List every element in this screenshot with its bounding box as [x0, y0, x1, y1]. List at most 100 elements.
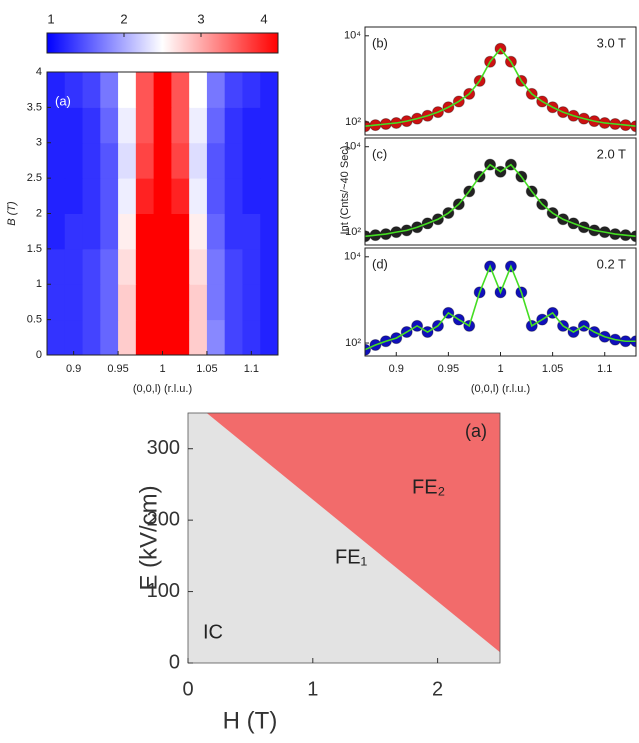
region-label: IC [203, 621, 223, 643]
heatmap-cell [82, 213, 101, 250]
colorbar-tick-label: 1 [47, 11, 54, 26]
colorbar-tick-label: 2 [120, 11, 127, 26]
x-tick-label: 0.9 [66, 363, 81, 375]
heatmap-cell [224, 107, 243, 144]
heatmap-cell [242, 248, 261, 285]
heatmap-cell [100, 248, 119, 285]
heatmap-cell [64, 319, 84, 356]
heatmap-cell [242, 72, 261, 108]
heatmap-cell [47, 142, 66, 179]
x-tick-label: 1 [159, 363, 165, 375]
y-tick-label: 3 [36, 137, 42, 149]
heatmap-cell [82, 248, 101, 285]
heatmap-cell [135, 213, 155, 250]
plot-area [365, 42, 636, 133]
heatmap-cell [189, 248, 208, 285]
heatmap-cell [100, 107, 119, 144]
heatmap-cell [206, 248, 226, 285]
plot-frame [364, 137, 637, 246]
heatmap-cell [153, 284, 172, 321]
y-tick-label: 10² [345, 226, 361, 238]
heatmap-cell [153, 213, 172, 250]
heatmap-cell [189, 319, 208, 356]
x-tick-label: 1 [497, 363, 503, 375]
y-axis-label: E (kV/cm) [135, 485, 162, 590]
y-tick-label: 1 [36, 278, 42, 290]
heatmap-cell [118, 178, 137, 214]
y-tick-label: 100 [147, 580, 180, 602]
heatmap-cell [118, 72, 137, 108]
heatmap-cell [242, 213, 261, 250]
panel-label: (c) [372, 146, 387, 161]
y-axis-label: Int (Cnts/~40 Sec) [339, 146, 351, 235]
heatmap-cell [171, 142, 190, 179]
heatmap-cell [224, 284, 243, 321]
heatmap-cell [118, 142, 137, 179]
y-axis-label: B (T) [6, 201, 18, 226]
x-tick-label: 1.1 [597, 363, 612, 375]
heatmap-cell [82, 72, 101, 108]
heatmap-cell [135, 248, 155, 285]
heatmap-cell [47, 178, 66, 214]
heatmap-cell [64, 142, 84, 179]
heatmap-cell [64, 72, 84, 108]
heatmap-cell [242, 142, 261, 179]
plot-frame [364, 26, 637, 136]
panel-label: (d) [372, 256, 388, 271]
heatmap-cell [100, 142, 119, 179]
heatmap-cell [100, 72, 119, 108]
y-tick-label: 200 [147, 508, 180, 530]
x-tick-label: 0 [182, 678, 193, 700]
x-tick-label: 2 [432, 678, 443, 700]
heatmap-cell [171, 319, 190, 356]
region-label: FE₂ [412, 476, 445, 498]
y-tick-label: 0.5 [27, 314, 42, 326]
colorbar [46, 32, 279, 54]
colorbar-tick-label: 4 [260, 11, 267, 26]
heatmap-cell [242, 107, 261, 144]
panel-label: (a) [55, 93, 71, 108]
heatmap-cell [260, 213, 279, 250]
x-tick-label: 0.95 [107, 363, 128, 375]
heatmap-cell [135, 284, 155, 321]
x-tick-label: 1 [307, 678, 318, 700]
heatmap-cell [206, 72, 226, 108]
heatmap-cell [171, 107, 190, 144]
heatmap-cell [100, 319, 119, 356]
heatmap-cell [118, 319, 137, 356]
heatmap-cell [189, 72, 208, 108]
heatmap-cell [82, 319, 101, 356]
x-tick-label: 1.05 [196, 363, 217, 375]
y-tick-label: 10² [345, 337, 361, 349]
heatmap-cell [171, 178, 190, 214]
heatmap-cell [242, 178, 261, 214]
y-tick-label: 0 [36, 349, 42, 361]
y-tick-label: 300 [147, 437, 180, 459]
fit-line [365, 163, 636, 238]
heatmap-cell [47, 72, 66, 108]
heatmap-cell [242, 319, 261, 356]
heatmap-cell [189, 107, 208, 144]
heatmap-cell [118, 248, 137, 285]
heatmap-cell [260, 319, 279, 356]
plot-area [365, 158, 636, 243]
region [206, 413, 500, 653]
heatmap-cell [100, 284, 119, 321]
heatmap-cell [64, 248, 84, 285]
y-tick-label: 3.5 [27, 101, 42, 113]
heatmap-cell [153, 319, 172, 356]
heatmap-cell [189, 178, 208, 214]
heatmap-cell [82, 178, 101, 214]
heatmap-cell [242, 284, 261, 321]
colorbar-tick-label: 3 [197, 11, 204, 26]
heatmap-cell [206, 178, 226, 214]
heatmap-cell [189, 142, 208, 179]
heatmap-cell [153, 72, 172, 108]
heatmap-cell [135, 72, 155, 108]
region-label: FE₁ [335, 546, 368, 568]
heatmap-cell [47, 319, 66, 356]
heatmap-cell [171, 248, 190, 285]
heatmap-cell [224, 178, 243, 214]
x-tick-label: 0.95 [438, 363, 459, 375]
